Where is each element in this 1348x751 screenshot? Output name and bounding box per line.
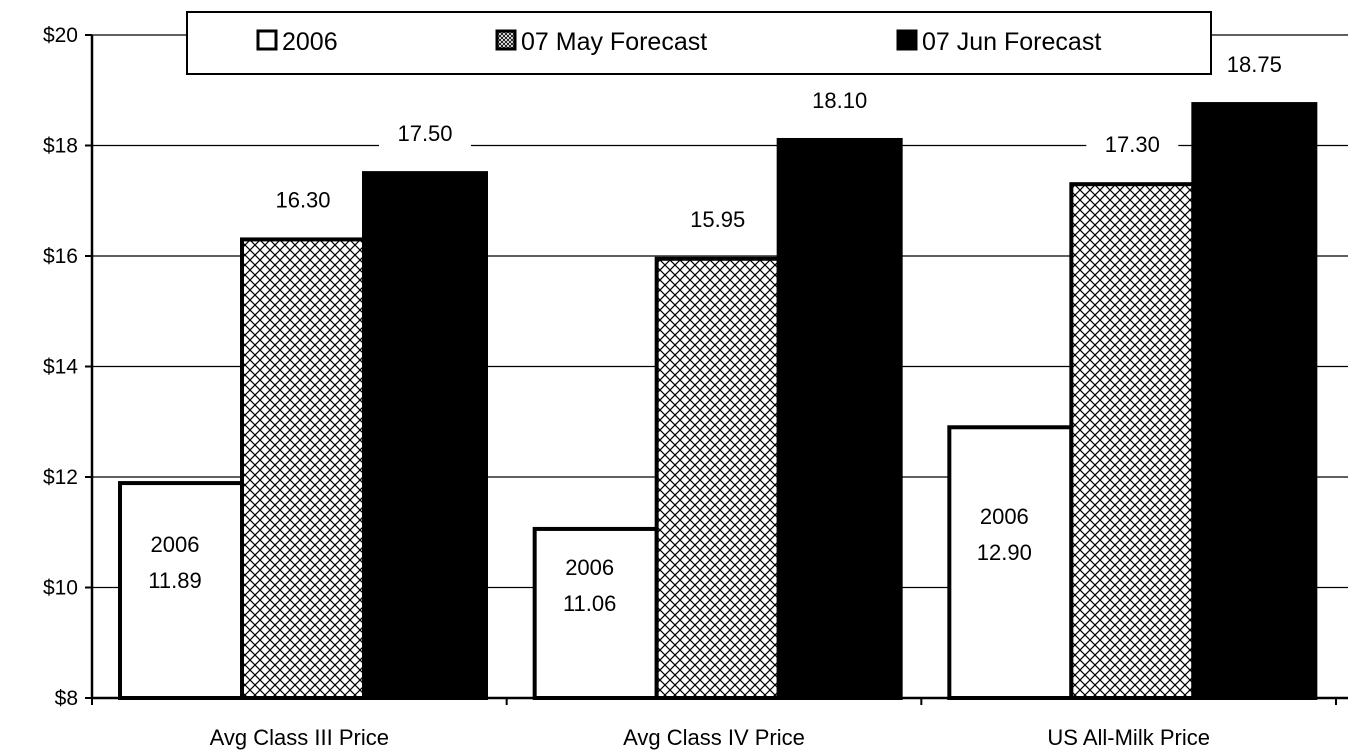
data-label: 18.75 <box>1227 52 1282 77</box>
data-labels: 2006 11.89 16.30 17.50 2006 11.06 15.95 18.10 20… <box>148 51 1301 616</box>
data-label: 15.95 <box>690 207 745 232</box>
legend-swatch-07-may-forecast <box>495 29 517 51</box>
data-label: 17.50 <box>397 121 452 146</box>
y-tick-label: $18 <box>43 135 78 158</box>
y-tick-label: $10 <box>43 577 78 600</box>
data-label-background <box>379 120 471 149</box>
legend-label: 2006 <box>282 28 338 56</box>
y-tick-label: $20 <box>43 24 78 47</box>
x-tick-label: Avg Class III Price <box>210 725 389 750</box>
data-label: 18.10 <box>812 88 867 113</box>
legend-label: 07 May Forecast <box>521 28 707 56</box>
data-label: 16.30 <box>275 187 330 212</box>
y-tick-label: $16 <box>43 245 78 268</box>
y-tick-label: $8 <box>55 687 78 710</box>
data-label: 17.30 <box>1105 132 1160 157</box>
axes: $8 $10 $12 $14 $16 $18 $20 Avg Class III Price A… <box>43 24 1348 750</box>
bar-07-jun-forecast-us-all-milk-price <box>1191 102 1318 700</box>
legend-swatch-07-jun-forecast <box>896 29 918 51</box>
data-label-background <box>1086 131 1179 160</box>
data-label-background <box>671 205 764 234</box>
data-label: 11.89 <box>148 568 201 593</box>
data-label: 2006 <box>151 532 200 557</box>
bar-07-may-forecast-avg-class-iii-price <box>240 237 366 701</box>
data-label: 2006 <box>980 504 1029 529</box>
data-label: 12.90 <box>977 540 1032 565</box>
legend: 2006 07 May Forecast 07 Jun Forecast <box>186 11 1212 75</box>
x-tick-label: Avg Class IV Price <box>623 725 805 750</box>
bar-2006-us-all-milk-price <box>947 425 1074 700</box>
legend-label: 07 Jun Forecast <box>922 28 1101 56</box>
y-tick-label: $14 <box>43 356 78 379</box>
data-label-background <box>1208 51 1301 80</box>
legend-box <box>186 11 1212 75</box>
x-tick-label: US All-Milk Price <box>1047 725 1210 750</box>
data-label: 2006 <box>565 555 614 580</box>
bar-07-jun-forecast-avg-class-iv-price <box>776 137 903 701</box>
bar-07-jun-forecast-avg-class-iii-price <box>362 171 488 700</box>
legend-swatch-2006 <box>256 29 278 51</box>
bar-07-may-forecast-avg-class-iv-price <box>654 256 781 700</box>
bar-07-may-forecast-us-all-milk-price <box>1069 182 1196 701</box>
data-label-background <box>257 186 349 215</box>
data-label-background <box>793 86 886 115</box>
bars <box>118 102 1318 701</box>
data-label: 11.06 <box>563 591 616 616</box>
y-tick-label: $12 <box>43 466 78 489</box>
